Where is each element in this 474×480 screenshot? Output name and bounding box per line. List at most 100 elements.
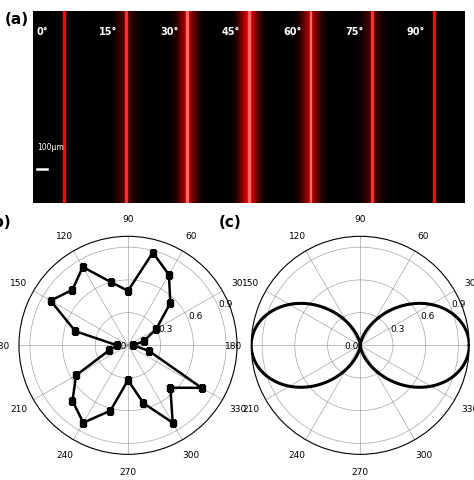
Bar	[241, 12, 242, 204]
Bar	[451, 12, 452, 204]
Bar	[319, 12, 320, 204]
Bar	[142, 12, 143, 204]
Bar	[134, 12, 135, 204]
Bar	[317, 12, 318, 204]
Bar	[130, 12, 131, 204]
Text: 90°: 90°	[407, 27, 425, 37]
Bar	[264, 12, 265, 204]
Bar	[421, 12, 422, 204]
Bar	[192, 12, 193, 204]
Bar	[363, 12, 364, 204]
Bar	[446, 12, 447, 204]
Bar	[445, 12, 446, 204]
Bar	[309, 12, 310, 204]
Bar	[62, 12, 63, 204]
Bar	[424, 12, 425, 204]
Text: 0.0: 0.0	[112, 341, 127, 350]
Bar	[242, 12, 243, 204]
Bar	[444, 12, 445, 204]
Bar	[354, 12, 355, 204]
Bar	[71, 12, 72, 204]
Bar	[243, 12, 244, 204]
Bar	[308, 12, 309, 204]
Bar	[178, 12, 179, 204]
Bar	[387, 12, 388, 204]
Bar	[293, 12, 294, 204]
Bar	[432, 12, 433, 204]
Bar	[310, 12, 311, 204]
Bar	[389, 12, 390, 204]
Bar	[374, 12, 375, 204]
Bar	[237, 12, 238, 204]
Bar	[262, 12, 263, 204]
Bar	[383, 12, 384, 204]
Bar	[452, 12, 453, 204]
Bar	[186, 12, 188, 204]
Bar	[440, 12, 441, 204]
Bar	[378, 12, 379, 204]
Bar	[116, 12, 117, 204]
Bar	[369, 12, 370, 204]
Bar	[77, 12, 78, 204]
Bar	[310, 12, 311, 204]
Bar	[433, 12, 435, 204]
Text: 100μm: 100μm	[37, 143, 64, 152]
Bar	[364, 12, 365, 204]
Bar	[425, 12, 426, 204]
Bar	[381, 12, 382, 204]
Bar	[63, 12, 64, 204]
Bar	[418, 12, 419, 204]
Bar	[265, 12, 266, 204]
Bar	[253, 12, 254, 204]
Bar	[78, 12, 79, 204]
Bar	[70, 12, 71, 204]
Bar	[238, 12, 239, 204]
Bar	[261, 12, 262, 204]
Bar	[188, 12, 189, 204]
Bar	[442, 12, 443, 204]
Bar	[76, 12, 77, 204]
Bar	[144, 12, 145, 204]
Bar	[341, 12, 403, 204]
Text: 0°: 0°	[37, 27, 48, 37]
Bar	[360, 12, 361, 204]
Bar	[236, 12, 237, 204]
Bar	[296, 12, 297, 204]
Bar	[110, 12, 111, 204]
Bar	[172, 12, 173, 204]
Bar	[125, 12, 126, 204]
Bar	[324, 12, 325, 204]
Bar	[244, 12, 245, 204]
Bar	[382, 12, 383, 204]
Bar	[64, 12, 65, 204]
Text: 30°: 30°	[160, 27, 179, 37]
Bar	[113, 12, 114, 204]
Bar	[372, 12, 373, 204]
Bar	[72, 12, 73, 204]
Bar	[75, 12, 76, 204]
Bar	[380, 12, 381, 204]
Bar	[435, 12, 436, 204]
Bar	[184, 12, 185, 204]
Bar	[193, 12, 194, 204]
Bar	[234, 12, 235, 204]
Bar	[441, 12, 442, 204]
Bar	[403, 12, 465, 204]
Bar	[299, 12, 300, 204]
Bar	[248, 12, 249, 204]
Bar	[186, 12, 187, 204]
Bar	[376, 12, 377, 204]
Bar	[65, 12, 66, 204]
Bar	[426, 12, 427, 204]
Bar	[121, 12, 122, 204]
Bar	[179, 12, 180, 204]
Bar	[245, 12, 246, 204]
Bar	[304, 12, 305, 204]
Bar	[123, 12, 124, 204]
Bar	[189, 12, 190, 204]
Bar	[306, 12, 307, 204]
Bar	[267, 12, 268, 204]
Bar	[298, 12, 299, 204]
Bar	[320, 12, 321, 204]
Bar	[119, 12, 120, 204]
